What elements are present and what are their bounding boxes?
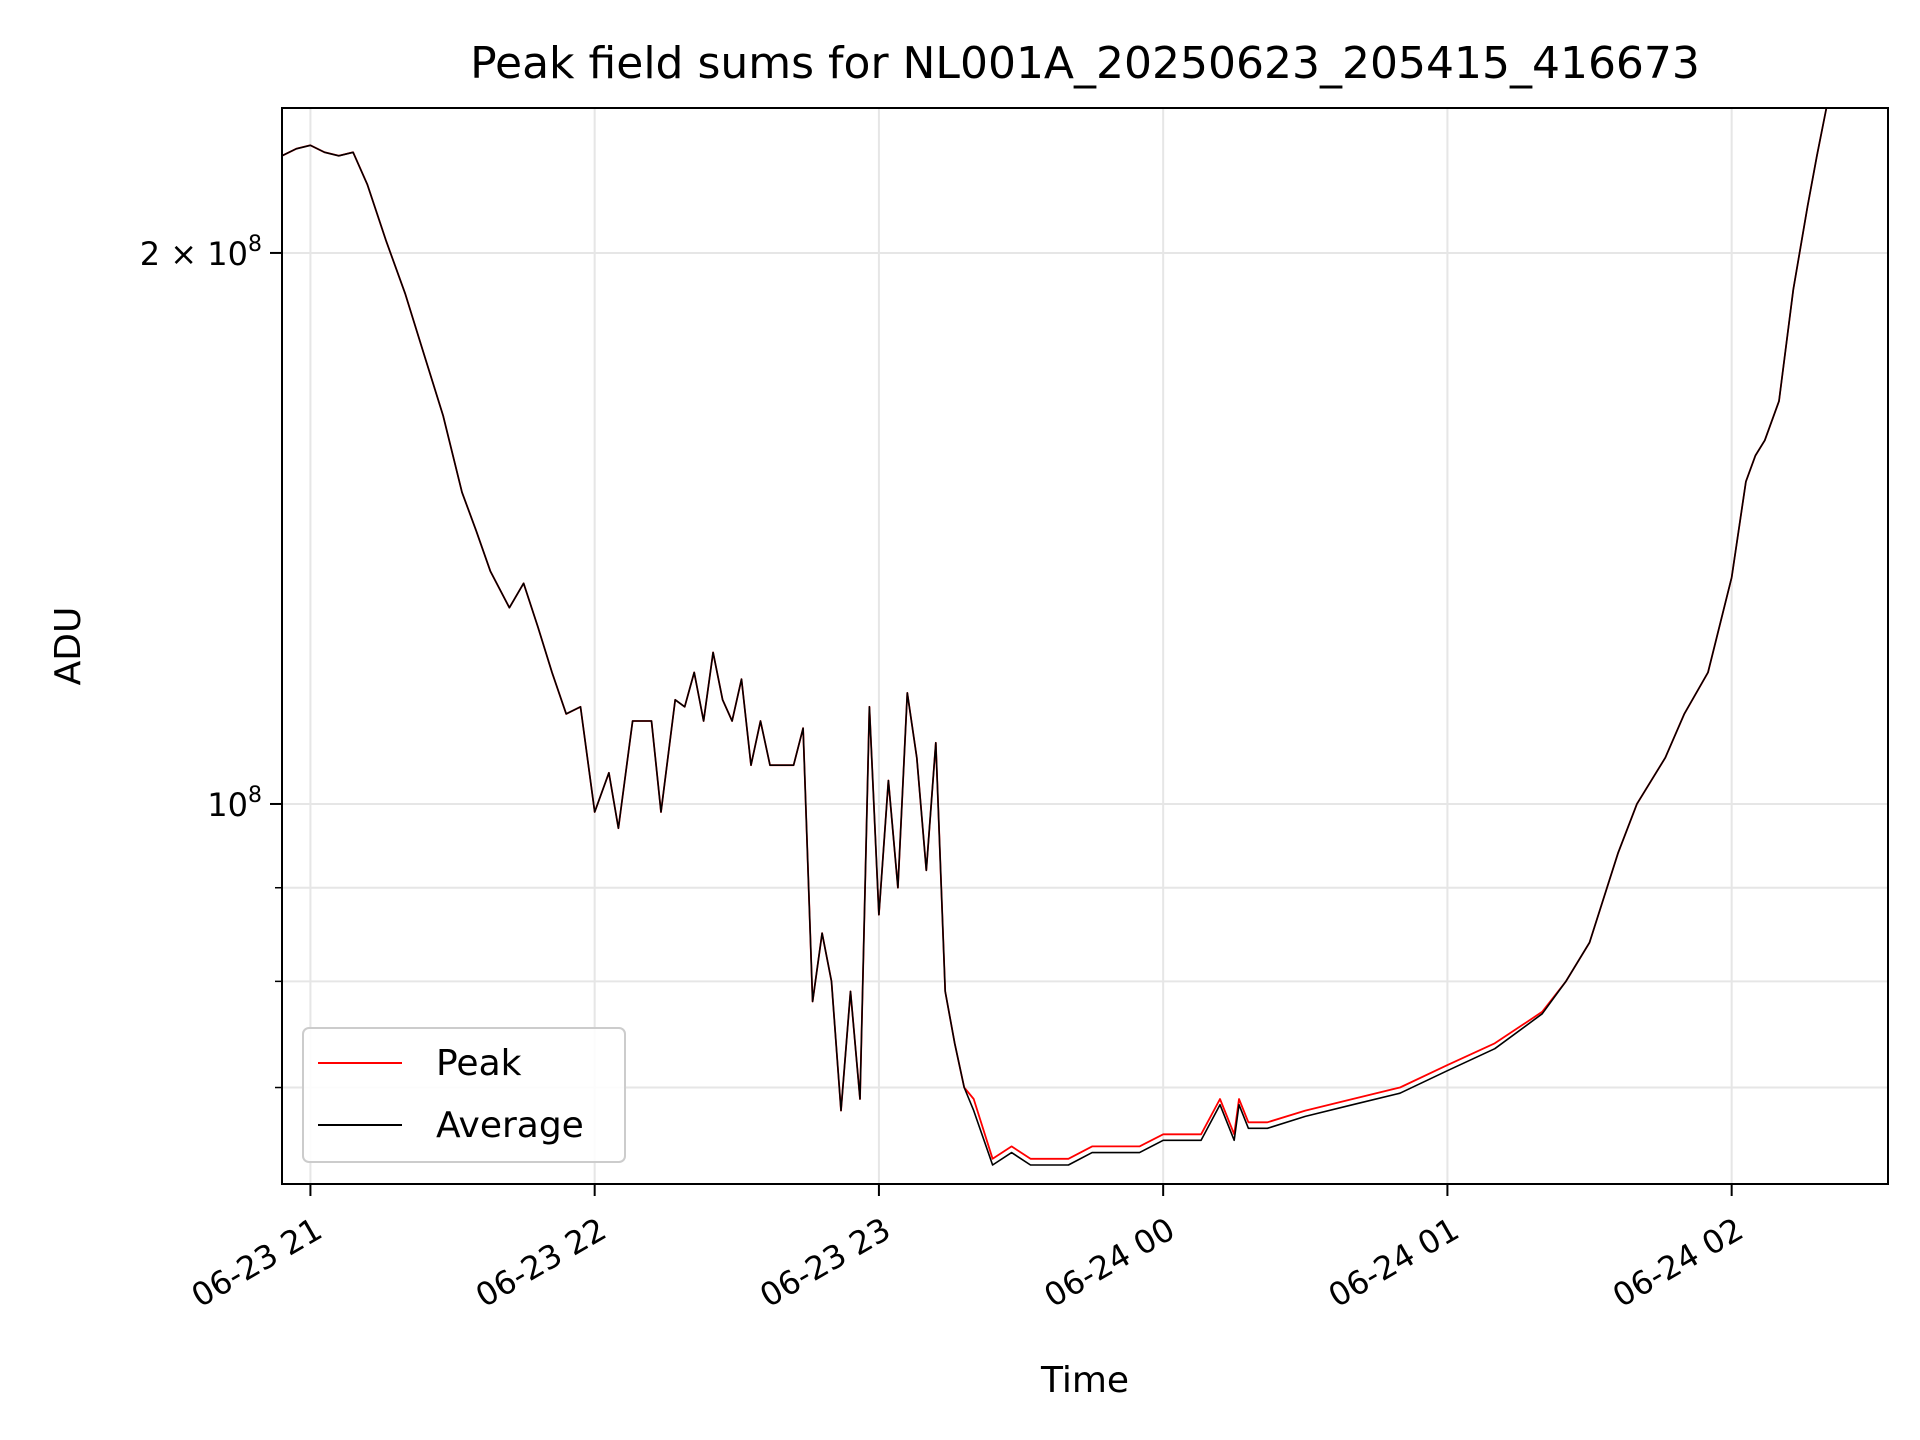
x-tick-label: 06-24 00: [1038, 1210, 1182, 1315]
grid: [282, 108, 1888, 1184]
y-tick-exponent: 8: [248, 783, 262, 808]
plot-background: [282, 108, 1888, 1184]
y-tick-label: 108: [207, 783, 262, 824]
plot-frame: [281, 107, 1889, 1185]
series-lines: [282, 108, 1828, 1166]
x-tick-label: 06-23 21: [185, 1210, 329, 1315]
x-tick-label: 06-23 23: [753, 1210, 897, 1315]
legend-average-label: Average: [436, 1105, 584, 1146]
legend-box: [302, 1027, 626, 1163]
x-tick-label: 06-24 01: [1322, 1210, 1466, 1315]
y-tick-exponent: 8: [248, 232, 262, 257]
y-axis-label: ADU: [48, 607, 89, 686]
y-tick-base: 10: [207, 235, 248, 273]
x-axis-ticks: 06-23 21 06-23 22 06-23 23 06-24 00 06-24 01…: [185, 1184, 1750, 1315]
x-tick-label: 06-23 22: [469, 1210, 613, 1315]
series-line-average: [282, 108, 1828, 1166]
x-axis-label: Time: [1040, 1360, 1129, 1401]
chart-title: Peak field sums for NL001A_20250623_2054…: [470, 38, 1700, 89]
y-tick-base: 10: [207, 786, 248, 824]
y-tick-label: 2 × 108: [140, 232, 262, 273]
x-tick-label: 06-24 02: [1606, 1210, 1750, 1315]
legend: Peak Average: [302, 1027, 626, 1163]
legend-peak-label: Peak: [436, 1043, 522, 1084]
y-tick-coefficient: 2 ×: [140, 235, 208, 273]
